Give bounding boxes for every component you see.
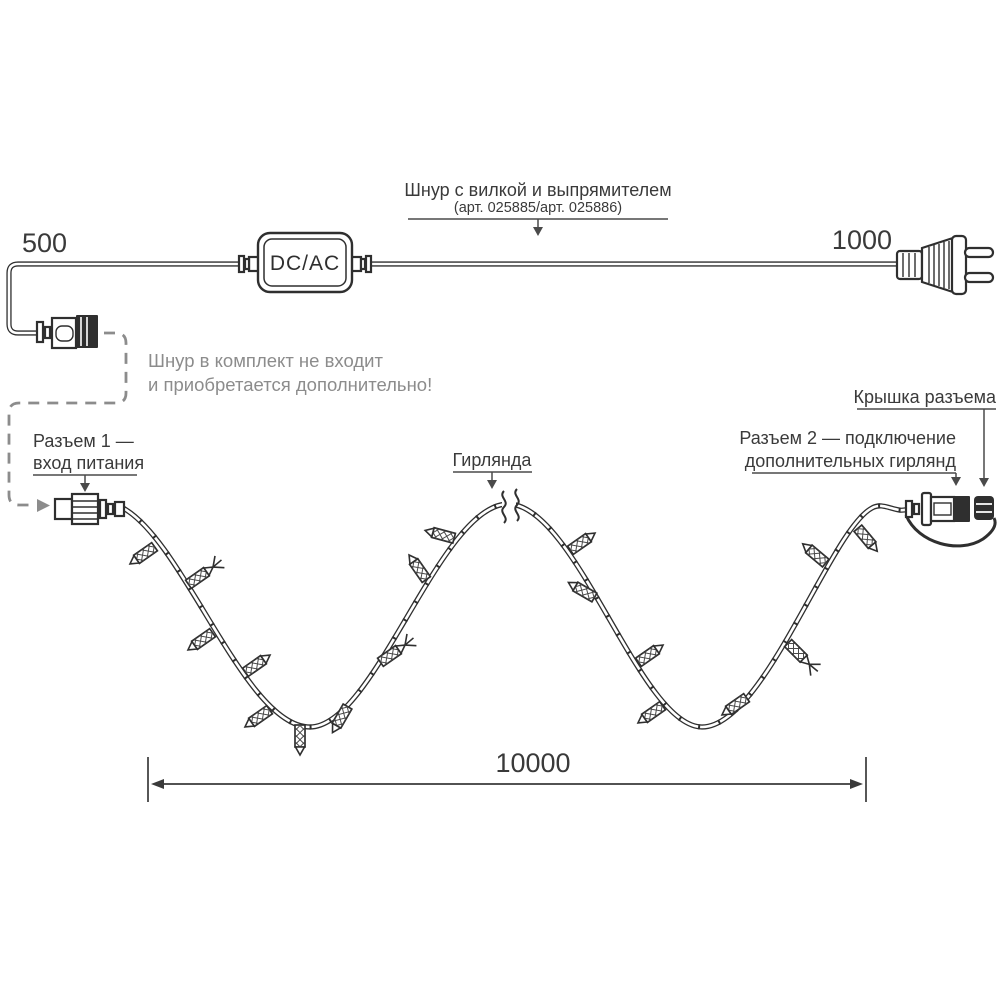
connector2-label-line1: Разъем 2 — подключение <box>739 428 956 448</box>
cord-label-subtitle: (арт. 025885/арт. 025886) <box>454 200 622 216</box>
cap-tether-cord <box>904 514 997 548</box>
arrow-down-icon <box>951 477 961 486</box>
dcac-converter-box: DC/AC <box>237 231 373 294</box>
lamp <box>184 562 217 590</box>
lamp <box>798 539 830 568</box>
lamp <box>718 692 751 720</box>
lamp <box>241 704 274 732</box>
plug-prong <box>963 246 995 259</box>
dimension-line-10000: 10000 <box>147 748 867 802</box>
label-garland: Гирлянда <box>453 450 533 489</box>
lamp <box>404 551 432 584</box>
converter-label: DC/AC <box>270 252 340 275</box>
garland-label: Гирлянда <box>453 450 533 470</box>
note-line2: и приобретается дополнительно! <box>148 374 432 395</box>
cord-end-connector <box>35 315 98 350</box>
dim-10000: 10000 <box>495 748 570 778</box>
cord-left-segment <box>6 261 242 336</box>
break-mark-icon <box>501 488 520 524</box>
label-cord-with-plug: Шнур с вилкой и выпрямителем (арт. 02588… <box>404 180 672 236</box>
dim-1000: 1000 <box>832 225 892 255</box>
arrow-down-icon <box>80 483 90 492</box>
note-line1: Шнур в комплект не входит <box>148 350 383 371</box>
arrow-right-icon <box>850 779 863 789</box>
converter-right-grommet <box>364 254 373 274</box>
lamp <box>783 638 814 669</box>
label-connector-cap: Крышка разъема <box>854 387 997 487</box>
lamp <box>634 700 667 728</box>
arrow-down-icon <box>487 480 497 489</box>
connector1-label-line1: Разъем 1 — <box>33 431 134 451</box>
cord-label-title: Шнур с вилкой и выпрямителем <box>404 180 671 200</box>
garland-lamps <box>126 524 882 756</box>
lamp <box>422 524 457 544</box>
connector2-socket <box>954 496 970 522</box>
connector2-label-line2: дополнительных гирлянд <box>745 451 957 471</box>
label-connector2: Разъем 2 — подключение дополнительных ги… <box>739 428 961 486</box>
cap-label: Крышка разъема <box>854 387 997 407</box>
connector-cap <box>974 496 994 520</box>
power-plug-icon <box>895 234 995 296</box>
power-cord-assembly: DC/AC 500 1000 <box>6 225 995 350</box>
connector1-label-line2: вход питания <box>33 453 144 473</box>
lamp <box>241 650 274 678</box>
arrow-right-icon <box>37 499 50 512</box>
note-cord-not-included: Шнур в комплект не входит и приобретаетс… <box>148 350 432 395</box>
connector-2 <box>904 491 997 548</box>
arrow-down-icon <box>533 227 543 236</box>
lamp <box>634 640 667 668</box>
garland-wire <box>53 488 997 756</box>
converter-left-grommet <box>237 254 246 274</box>
label-connector1: Разъем 1 — вход питания <box>33 431 144 492</box>
plug-prong <box>963 271 995 284</box>
arrow-down-icon <box>979 478 989 487</box>
dashed-connection-path <box>7 331 128 512</box>
arrow-left-icon <box>151 779 164 789</box>
lamp <box>853 524 882 556</box>
dim-500: 500 <box>22 228 67 258</box>
lamp <box>126 541 159 569</box>
connector-1 <box>53 492 126 526</box>
lamp <box>184 627 217 655</box>
lamp <box>565 577 598 603</box>
lamp <box>294 724 306 756</box>
lamp <box>566 528 599 556</box>
